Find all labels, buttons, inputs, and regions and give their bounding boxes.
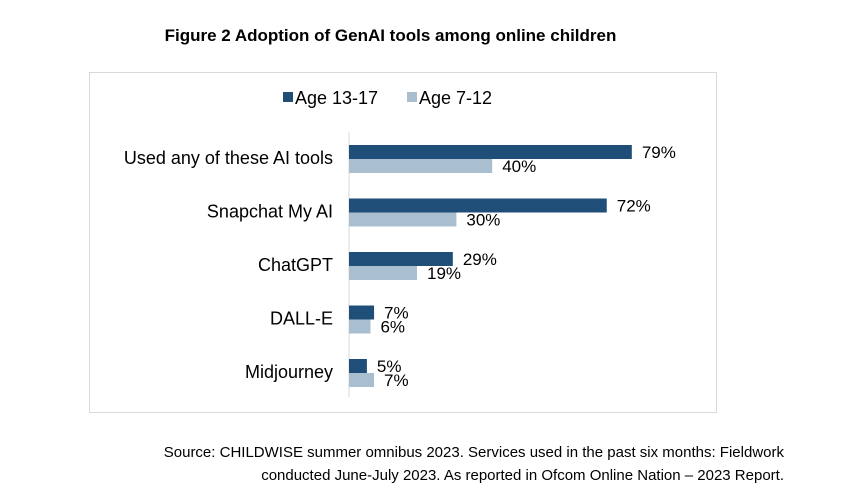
bar [349, 319, 371, 334]
bar [349, 252, 453, 266]
category-label: ChatGPT [258, 255, 333, 275]
data-label: 30% [466, 211, 500, 230]
data-label: 40% [502, 157, 536, 176]
bar [349, 359, 367, 373]
chart-legend: Age 13-17 Age 7-12 [283, 88, 492, 108]
source-note: Source: CHILDWISE summer omnibus 2023. S… [24, 441, 784, 487]
bar [349, 373, 375, 387]
source-line-1: Source: CHILDWISE summer omnibus 2023. S… [163, 444, 784, 461]
data-label: 6% [380, 318, 405, 337]
legend-label: Age 13-17 [295, 88, 378, 108]
bar [349, 212, 457, 227]
data-label: 7% [384, 304, 409, 323]
bar [349, 145, 632, 159]
plot-area: Used any of these AI tools 79% 40% Snapchat… [124, 132, 676, 397]
data-label: 19% [427, 264, 461, 283]
data-label: 79% [642, 143, 676, 162]
category-label: Snapchat My AI [207, 202, 333, 222]
data-label: 5% [377, 357, 402, 376]
data-label: 72% [617, 197, 651, 216]
bar [349, 266, 418, 280]
legend-label: Age 7-12 [419, 88, 492, 108]
category-label: Midjourney [245, 362, 333, 382]
legend-swatch [407, 92, 417, 102]
chart-frame [89, 72, 717, 413]
bar [349, 198, 607, 213]
data-label: 7% [384, 371, 409, 390]
category-label: Used any of these AI tools [124, 148, 333, 168]
legend-swatch [283, 92, 293, 102]
data-label: 29% [463, 250, 497, 269]
category-label: DALL-E [270, 309, 333, 329]
bar [349, 159, 493, 173]
source-line-2: conducted June-July 2023. As reported in… [261, 467, 784, 484]
chart-title: Figure 2 Adoption of GenAI tools among o… [164, 26, 617, 45]
bar [349, 305, 375, 320]
